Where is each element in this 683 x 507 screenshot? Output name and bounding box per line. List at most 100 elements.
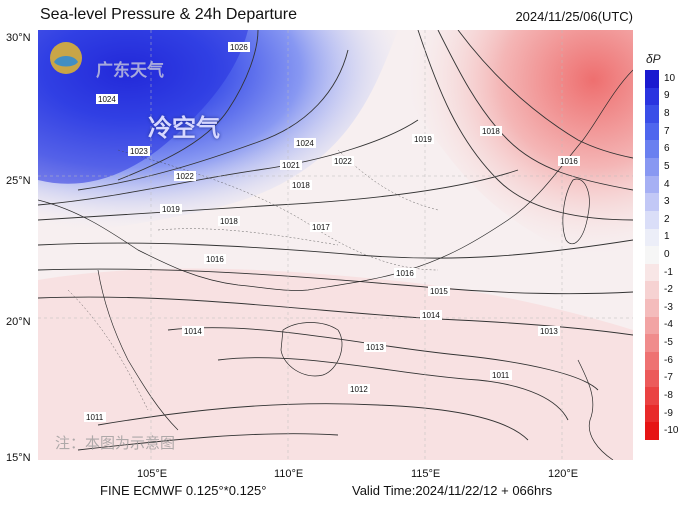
colorbar-segment <box>645 369 659 388</box>
lat-label-30n: 30°N <box>6 32 31 44</box>
svg-text:1024: 1024 <box>296 139 314 148</box>
isobar-label-1: 1026 <box>228 42 250 52</box>
colorbar-label: -7 <box>664 372 673 384</box>
luzon-coast <box>577 359 614 460</box>
coastlines <box>38 69 633 460</box>
svg-text:1022: 1022 <box>176 172 194 181</box>
colorbar-label: -10 <box>664 425 679 437</box>
colorbar <box>645 70 659 441</box>
colorbar-segment <box>645 299 659 318</box>
isobar-label-group: 1026 1024 1023 1022 1019 1024 1022 1021 … <box>84 42 580 422</box>
lat-label-15n: 15°N <box>6 452 31 464</box>
colorbar-label: 10 <box>664 72 676 84</box>
svg-text:1011: 1011 <box>492 371 510 380</box>
colorbar-segment <box>645 87 659 106</box>
chart-title: Sea-level Pressure & 24h Departure <box>40 6 298 23</box>
colorbar-label: -2 <box>664 284 673 296</box>
colorbar-label: 5 <box>664 160 670 172</box>
isobar-label-6: 1024 <box>294 138 316 148</box>
svg-text:1016: 1016 <box>396 269 414 278</box>
colorbar-label: 3 <box>664 196 670 208</box>
taiwan-island <box>562 178 590 245</box>
isobar-label-24: 1017 <box>310 222 332 232</box>
colorbar-label: 1 <box>664 231 670 243</box>
isobar-label-4: 1022 <box>174 171 196 181</box>
svg-text:1026: 1026 <box>230 43 248 52</box>
red-departure-northeast <box>368 30 633 280</box>
blue-core <box>38 30 248 184</box>
watermark-note: 注：本图为示意图 <box>55 435 176 452</box>
svg-text:1011: 1011 <box>86 413 104 422</box>
isobar-label-20: 1011 <box>490 370 512 380</box>
svg-text:1022: 1022 <box>334 157 352 166</box>
colorbar-label: -4 <box>664 319 673 331</box>
colorbar-segment <box>645 334 659 353</box>
colorbar-segment <box>645 193 659 212</box>
colorbar-segment <box>645 387 659 406</box>
colorbar-segment <box>645 105 659 124</box>
isobars <box>38 30 633 451</box>
svg-text:1021: 1021 <box>282 161 300 170</box>
isobar-label-5: 1019 <box>160 204 182 214</box>
colorbar-label: -5 <box>664 337 673 349</box>
cold-air-label: 冷空气 <box>148 115 220 142</box>
model-info: FINE ECMWF 0.125°*0.125° <box>100 483 267 498</box>
colorbar-label: -1 <box>664 266 673 278</box>
colorbar-label: 4 <box>664 178 670 190</box>
lat-label-20n: 20°N <box>6 316 31 328</box>
hainan-island <box>280 322 343 377</box>
colorbar-label: -9 <box>664 407 673 419</box>
valid-time: Valid Time:2024/11/22/12 + 066hrs <box>352 483 553 498</box>
colorbar-label: 9 <box>664 90 670 102</box>
svg-text:1012: 1012 <box>350 385 368 394</box>
isobar-label-13: 1016 <box>394 268 416 278</box>
colorbar-title: δP <box>646 52 661 66</box>
isobar-label-12: 1016 <box>558 156 580 166</box>
colorbar-segment <box>645 404 659 423</box>
svg-text:1013: 1013 <box>366 343 384 352</box>
colorbar-segment <box>645 228 659 247</box>
svg-text:1016: 1016 <box>206 255 224 264</box>
colorbar-segment <box>645 210 659 230</box>
isobar-label-17: 1013 <box>364 342 386 352</box>
lat-label-25n: 25°N <box>6 175 31 187</box>
weather-logo-icon <box>50 42 82 74</box>
colorbar-segment <box>645 316 659 335</box>
forecast-datetime: 2024/11/25/06(UTC) <box>515 9 633 24</box>
colorbar-segment <box>645 158 659 177</box>
isobar-label-3: 1023 <box>128 146 150 156</box>
svg-text:1019: 1019 <box>162 205 180 214</box>
svg-text:1018: 1018 <box>482 127 500 136</box>
isobar-label-22: 1016 <box>204 254 226 264</box>
isobar-label-11: 1018 <box>480 126 502 136</box>
colorbar-segment <box>645 263 659 282</box>
colorbar-label: 0 <box>664 249 670 260</box>
isobar-label-7: 1022 <box>332 156 354 166</box>
svg-text:1023: 1023 <box>130 147 148 156</box>
isobar-label-18: 1013 <box>538 326 560 336</box>
colorbar-segment <box>645 281 659 300</box>
isobar-label-14: 1015 <box>428 286 450 296</box>
svg-text:1015: 1015 <box>430 287 448 296</box>
colorbar-label: 2 <box>664 213 670 225</box>
svg-text:1013: 1013 <box>540 327 558 336</box>
lon-label-105e: 105°E <box>137 468 168 480</box>
colorbar-label: 7 <box>664 125 670 137</box>
lon-label-120e: 120°E <box>548 468 579 480</box>
colorbar-segment <box>645 122 659 141</box>
colorbar-segment <box>645 351 659 370</box>
colorbar-label: -6 <box>664 354 673 366</box>
colorbar-segment <box>645 70 659 89</box>
colorbar-label: -3 <box>664 301 673 313</box>
isobar-label-23: 1018 <box>218 216 240 226</box>
isobar-label-15: 1014 <box>420 310 442 320</box>
isobar-label-16: 1014 <box>182 326 204 336</box>
guangdong-weather-logo: 广东天气 <box>96 61 164 80</box>
isobar-label-8: 1021 <box>280 160 302 170</box>
svg-text:1018: 1018 <box>292 181 310 190</box>
isobar-label-9: 1018 <box>290 180 312 190</box>
colorbar-segment <box>645 175 659 194</box>
isobar-label-2: 1024 <box>96 94 118 104</box>
svg-text:1019: 1019 <box>414 135 432 144</box>
isobar-label-19: 1012 <box>348 384 370 394</box>
